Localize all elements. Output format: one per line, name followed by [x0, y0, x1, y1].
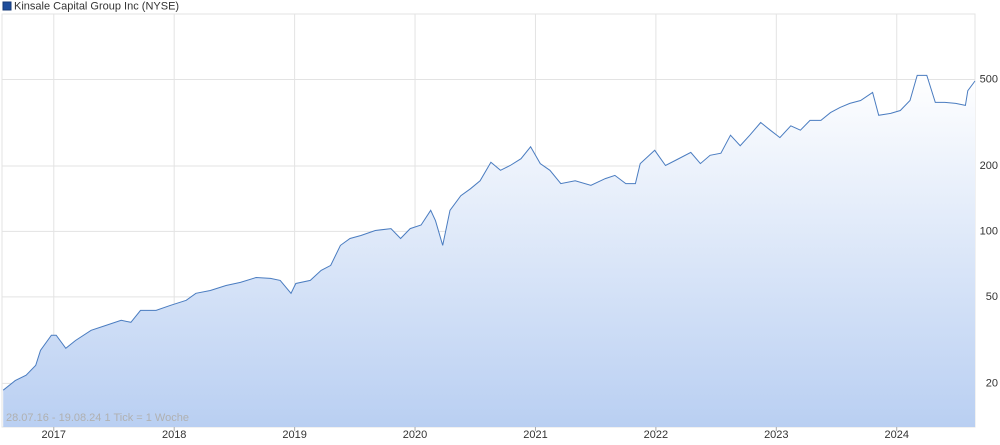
x-tick-label: 2017 — [42, 429, 66, 441]
y-tick-label: 20 — [986, 377, 998, 389]
y-tick-label: 100 — [980, 225, 998, 237]
price-line — [2, 74, 976, 391]
x-tick-label: 2024 — [884, 429, 908, 441]
note: 28.07.16 - 19.08.24 1 Tick = 1 Woche — [6, 412, 189, 424]
y-tick-label: 500 — [980, 73, 998, 85]
legend-swatch — [2, 1, 12, 11]
x-tick-label: 2018 — [162, 429, 186, 441]
x-tick-label: 2019 — [282, 429, 306, 441]
area-fill — [3, 75, 975, 428]
x-tick-label: 2022 — [644, 429, 668, 441]
x-tick-label: 2023 — [764, 429, 788, 441]
x-tick-label: 2020 — [403, 429, 427, 441]
y-tick-label: 50 — [986, 291, 998, 303]
x-tick-label: 2021 — [523, 429, 547, 441]
y-tick-label: 200 — [980, 160, 998, 172]
legend-label: Kinsale Capital Group Inc (NYSE) — [14, 0, 179, 12]
